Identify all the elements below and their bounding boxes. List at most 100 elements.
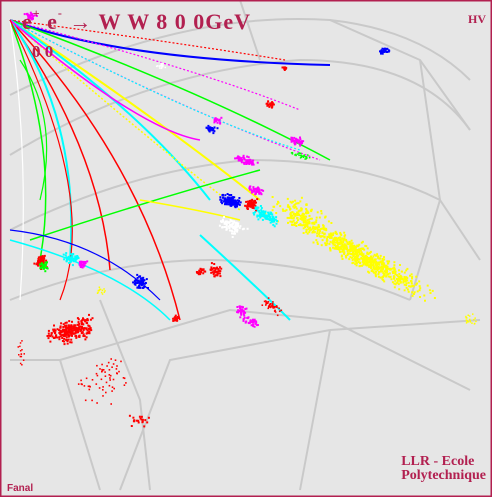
calorimeter-hit xyxy=(219,196,222,199)
calorimeter-hit xyxy=(306,225,309,228)
calorimeter-hit xyxy=(316,230,319,233)
calorimeter-hit xyxy=(43,257,46,260)
calorimeter-hit xyxy=(101,363,103,366)
calorimeter-hit xyxy=(348,242,351,245)
calorimeter-hit xyxy=(383,50,386,53)
particle-track xyxy=(9,19,321,161)
calorimeter-hit xyxy=(137,285,140,288)
calorimeter-hit xyxy=(291,214,294,217)
calorimeter-hit xyxy=(313,231,316,233)
calorimeter-hit xyxy=(354,259,357,261)
calorimeter-hit xyxy=(300,140,303,143)
calorimeter-hit xyxy=(397,275,400,278)
calorimeter-hit xyxy=(297,141,300,144)
calorimeter-hit xyxy=(337,236,340,239)
calorimeter-hit xyxy=(80,321,83,324)
calorimeter-hit xyxy=(239,225,242,228)
calorimeter-hit xyxy=(240,161,243,164)
calorimeter-hit xyxy=(22,359,25,361)
calorimeter-hit xyxy=(245,162,248,165)
calorimeter-hit xyxy=(82,317,84,320)
calorimeter-hit xyxy=(275,305,278,307)
calorimeter-hit xyxy=(375,254,378,257)
calorimeter-hit xyxy=(246,161,249,164)
calorimeter-hit xyxy=(155,65,158,68)
calorimeter-hit xyxy=(52,328,55,331)
calorimeter-hit xyxy=(332,246,334,249)
calorimeter-hit xyxy=(281,208,284,211)
calorimeter-hit xyxy=(58,329,60,332)
calorimeter-hit xyxy=(140,279,143,282)
calorimeter-hit xyxy=(231,200,234,203)
calorimeter-hit xyxy=(397,279,399,282)
calorimeter-hit xyxy=(358,265,361,268)
detector-line xyxy=(239,0,261,61)
calorimeter-hit xyxy=(383,265,386,268)
calorimeter-hit xyxy=(20,355,23,358)
calorimeter-hit xyxy=(263,215,266,218)
calorimeter-hit xyxy=(27,14,30,17)
calorimeter-hit xyxy=(231,230,234,233)
calorimeter-hit xyxy=(222,200,225,203)
calorimeter-hit xyxy=(80,264,83,267)
calorimeter-hit xyxy=(33,14,36,17)
calorimeter-hit xyxy=(221,220,224,223)
calorimeter-hit xyxy=(270,305,273,307)
calorimeter-hit xyxy=(256,209,259,212)
detector-ring xyxy=(9,258,411,301)
calorimeter-hit xyxy=(67,327,70,329)
calorimeter-hit xyxy=(295,222,298,225)
calorimeter-hit xyxy=(325,240,328,243)
calorimeter-hit xyxy=(254,199,256,202)
calorimeter-hit xyxy=(302,220,305,223)
calorimeter-hit xyxy=(294,199,297,202)
calorimeter-hit xyxy=(62,253,65,256)
calorimeter-hit xyxy=(303,221,305,224)
calorimeter-hit xyxy=(250,203,252,206)
calorimeter-hit xyxy=(349,256,352,259)
calorimeter-hit xyxy=(311,231,314,234)
calorimeter-hit xyxy=(380,261,383,264)
calorimeter-hit xyxy=(80,323,83,326)
calorimeter-hit xyxy=(207,124,210,127)
calorimeter-hit xyxy=(250,161,253,163)
calorimeter-hit xyxy=(85,377,88,380)
calorimeter-hit xyxy=(162,63,164,65)
calorimeter-hit xyxy=(295,153,297,156)
calorimeter-hit xyxy=(173,319,176,322)
calorimeter-hit xyxy=(399,264,401,266)
calorimeter-hit xyxy=(347,253,350,256)
calorimeter-hit xyxy=(95,372,98,375)
calorimeter-hit xyxy=(356,258,359,261)
calorimeter-hit xyxy=(388,49,391,52)
calorimeter-hit xyxy=(352,254,355,257)
calorimeter-hit xyxy=(30,18,33,21)
calorimeter-hit xyxy=(47,329,50,332)
calorimeter-hit xyxy=(323,232,326,235)
calorimeter-hit xyxy=(354,251,357,254)
calorimeter-hit xyxy=(356,255,359,258)
calorimeter-hit xyxy=(340,254,343,257)
calorimeter-hit xyxy=(254,206,257,209)
calorimeter-hit xyxy=(75,257,78,260)
calorimeter-hit xyxy=(222,193,224,196)
calorimeter-hit xyxy=(98,286,101,288)
calorimeter-hit xyxy=(268,303,271,306)
calorimeter-hit xyxy=(290,220,293,223)
calorimeter-hit xyxy=(428,289,431,292)
calorimeter-hit xyxy=(70,338,73,341)
calorimeter-hit xyxy=(233,199,236,202)
calorimeter-hit xyxy=(63,258,66,261)
calorimeter-hit xyxy=(349,243,352,246)
calorimeter-hit xyxy=(260,193,263,196)
calorimeter-hit xyxy=(68,261,71,264)
calorimeter-hit xyxy=(320,244,323,247)
calorimeter-hit xyxy=(272,301,274,303)
calorimeter-hit xyxy=(294,137,297,140)
calorimeter-hit xyxy=(374,274,377,276)
calorimeter-hit xyxy=(363,259,366,261)
calorimeter-hit xyxy=(297,212,300,215)
calorimeter-hit xyxy=(372,255,375,258)
calorimeter-hit xyxy=(99,368,101,370)
calorimeter-hit xyxy=(218,270,220,273)
